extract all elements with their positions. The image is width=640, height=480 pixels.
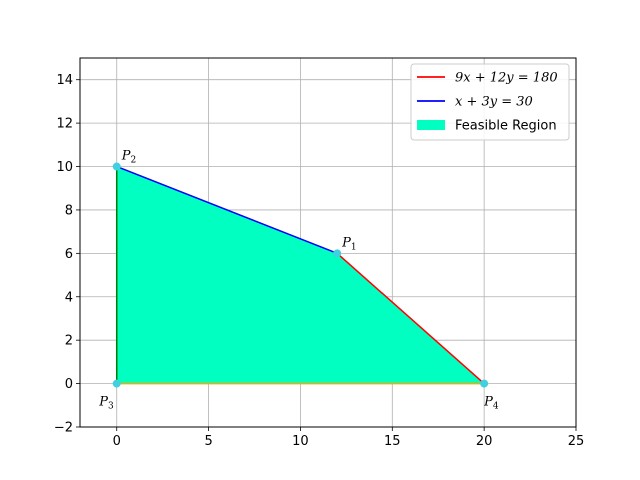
feasible-region-polygon <box>116 166 485 384</box>
vertex-label: P2 <box>121 149 136 166</box>
feasible-region-layer <box>116 166 485 384</box>
vertex-point <box>112 162 121 171</box>
x-tick-label: 5 <box>204 434 212 449</box>
legend-patch-swatch <box>417 120 445 130</box>
y-tick-label: 14 <box>56 73 73 88</box>
vertex-label: P1 <box>341 235 356 252</box>
x-tick-label: 20 <box>476 434 493 449</box>
y-tick-label: −2 <box>54 421 73 436</box>
vertex-point <box>112 379 121 388</box>
y-tick-label: 6 <box>65 247 73 262</box>
vertex-point <box>333 249 342 258</box>
x-tick-label: 15 <box>384 434 401 449</box>
legend: 9x + 12y = 180 x + 3y = 30 Feasible Region <box>410 63 570 141</box>
plot-area-frame <box>79 57 577 428</box>
legend-entry-label: 9x + 12y = 180 <box>455 71 558 86</box>
vertex-label: P4 <box>483 395 499 412</box>
lines-layer <box>115 165 485 385</box>
x-tick-label: 25 <box>568 434 585 449</box>
series-line <box>116 165 338 255</box>
y-tick-label: 0 <box>65 377 73 392</box>
y-tick-label: 4 <box>65 290 73 305</box>
y-tick-label: 8 <box>65 203 73 218</box>
legend-entry-label: x + 3y = 30 <box>455 95 533 110</box>
legend-box <box>410 63 570 141</box>
series-line <box>336 252 485 385</box>
vertex-label: P3 <box>98 395 114 412</box>
x-tick-label: 0 <box>113 434 121 449</box>
y-tick-label: 12 <box>56 117 73 132</box>
vertex-point <box>480 379 489 388</box>
ticks-layer: 0 5 10 15 20 25 −2 0 2 4 6 8 10 12 14 <box>54 73 584 449</box>
x-tick-label: 10 <box>292 434 309 449</box>
y-tick-label: 2 <box>65 334 73 349</box>
y-tick-label: 10 <box>56 160 73 175</box>
legend-entry-label: Feasible Region <box>455 119 557 134</box>
